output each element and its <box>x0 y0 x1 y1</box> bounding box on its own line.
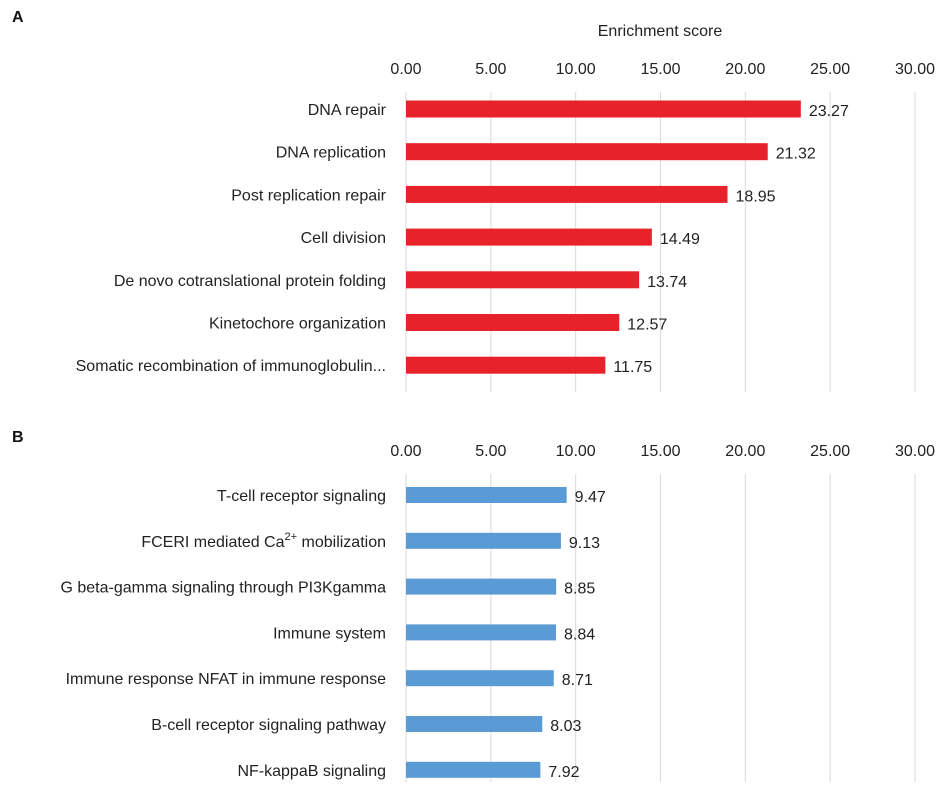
category-label: Cell division <box>301 230 386 247</box>
x-tick-label: 30.00 <box>895 443 935 460</box>
bar <box>406 143 768 161</box>
value-label: 21.32 <box>776 146 816 163</box>
category-label: NF-kappaB signaling <box>237 763 386 780</box>
value-label: 12.57 <box>627 317 667 334</box>
x-tick-label: 5.00 <box>475 443 506 460</box>
value-label: 8.84 <box>564 626 595 643</box>
category-label: DNA repair <box>308 102 387 119</box>
panel-letter-a: A <box>12 9 24 26</box>
value-label: 11.75 <box>613 359 652 376</box>
bar <box>406 271 640 289</box>
bar <box>406 185 728 203</box>
value-label: 18.95 <box>736 188 776 205</box>
bar <box>406 578 557 595</box>
x-tick-label: 0.00 <box>390 61 421 78</box>
x-tick-label: 30.00 <box>895 61 935 78</box>
bar <box>406 100 801 118</box>
category-label: Immune system <box>273 625 386 642</box>
bar <box>406 670 554 687</box>
value-label: 23.27 <box>809 103 849 120</box>
x-tick-label: 15.00 <box>640 61 680 78</box>
bar <box>406 761 541 778</box>
x-tick-label: 20.00 <box>725 443 765 460</box>
bar <box>406 228 652 246</box>
value-label: 13.74 <box>647 274 687 291</box>
bar <box>406 487 567 503</box>
category-label: B-cell receptor signaling pathway <box>151 717 386 734</box>
x-tick-label: 0.00 <box>390 443 421 460</box>
bar <box>406 716 543 732</box>
bar <box>406 356 606 374</box>
category-label: DNA replication <box>276 145 386 162</box>
category-label: T-cell receptor signaling <box>217 488 386 505</box>
x-tick-label: 25.00 <box>810 61 850 78</box>
value-label: 8.85 <box>564 581 595 598</box>
value-label: 14.49 <box>660 231 700 248</box>
x-tick-label: 5.00 <box>475 61 506 78</box>
bar <box>406 532 561 549</box>
x-tick-label: 10.00 <box>556 443 596 460</box>
category-label: G beta-gamma signaling through PI3Kgamma <box>60 580 386 597</box>
x-tick-label: 20.00 <box>725 61 765 78</box>
category-label: De novo cotranslational protein folding <box>114 273 386 290</box>
x-tick-label: 15.00 <box>640 443 680 460</box>
x-tick-label: 10.00 <box>556 61 596 78</box>
value-label: 8.71 <box>562 672 593 689</box>
category-label: Immune response NFAT in immune response <box>66 671 387 688</box>
bar <box>406 624 556 641</box>
category-label: FCERI mediated Ca2+ mobilization <box>141 531 386 551</box>
value-label: 9.13 <box>569 535 600 552</box>
x-axis-title: Enrichment score <box>598 23 723 40</box>
category-label: Somatic recombination of immunoglobulin.… <box>76 358 386 375</box>
value-label: 9.47 <box>575 489 606 506</box>
category-label: Kinetochore organization <box>209 316 386 333</box>
panel-letter-b: B <box>12 429 24 446</box>
value-label: 7.92 <box>548 764 579 781</box>
category-label: Post replication repair <box>231 187 386 204</box>
bar <box>406 314 620 331</box>
x-tick-label: 25.00 <box>810 443 850 460</box>
value-label: 8.03 <box>550 718 581 735</box>
